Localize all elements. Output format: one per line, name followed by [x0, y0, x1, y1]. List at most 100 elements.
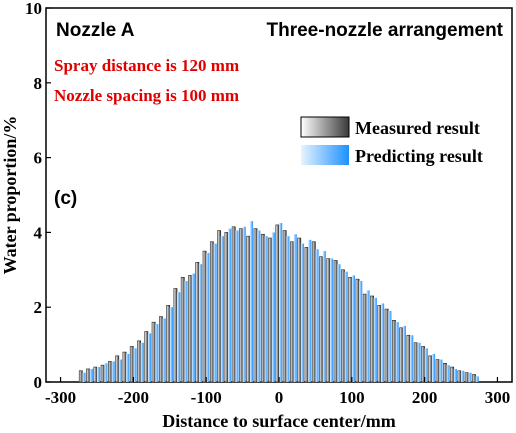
- bar-measured: [297, 237, 302, 383]
- bar-predicting: [308, 239, 312, 382]
- legend-label-measured: Measured result: [355, 118, 480, 138]
- bar-predicting: [198, 264, 203, 382]
- x-tick-label: 200: [412, 388, 438, 407]
- bar-measured: [428, 355, 433, 383]
- x-axis-label: Distance to surface center/mm: [162, 411, 395, 431]
- bar-measured: [413, 342, 418, 383]
- bar-measured: [282, 230, 287, 383]
- bar-predicting: [366, 290, 370, 382]
- bar-predicting: [395, 322, 399, 382]
- bar-measured: [144, 331, 149, 383]
- bar-predicting: [446, 365, 450, 382]
- bar-predicting: [89, 368, 93, 382]
- bar-predicting: [96, 367, 101, 382]
- bar-measured: [355, 278, 360, 383]
- panel-label: (c): [54, 188, 77, 209]
- bar-measured: [268, 237, 273, 383]
- bar-measured: [311, 241, 316, 383]
- bar-measured: [399, 327, 404, 383]
- bar-measured: [362, 293, 367, 383]
- bar-measured: [377, 305, 382, 383]
- bar-predicting: [118, 359, 123, 382]
- bar-measured: [457, 370, 462, 383]
- bar-measured: [180, 276, 185, 383]
- bar-measured: [384, 308, 389, 383]
- x-tick-label: -200: [118, 388, 149, 407]
- bar-predicting: [359, 281, 363, 382]
- bar-measured: [290, 241, 294, 383]
- bar-measured: [450, 366, 455, 383]
- bar-predicting: [249, 221, 254, 382]
- bar-measured: [108, 361, 112, 383]
- bar-predicting: [329, 258, 334, 382]
- bar-predicting: [162, 318, 166, 382]
- annotation-spray-distance: Spray distance is 120 mm: [54, 56, 239, 75]
- y-tick-label: 10: [25, 0, 42, 18]
- bar-measured: [86, 368, 90, 383]
- bar-predicting: [410, 335, 414, 382]
- bar-measured: [173, 288, 178, 383]
- bar-measured: [195, 262, 200, 383]
- bar-predicting: [242, 226, 246, 382]
- bars-layer: [78, 221, 479, 383]
- bar-measured: [341, 269, 345, 383]
- bar-measured: [188, 275, 192, 383]
- bar-predicting: [228, 228, 232, 382]
- bar-predicting: [235, 230, 239, 382]
- bar-measured: [151, 321, 156, 383]
- bar-predicting: [82, 372, 86, 382]
- bar-predicting: [155, 324, 159, 382]
- x-tick-label: 100: [339, 388, 365, 407]
- bar-predicting: [351, 275, 356, 382]
- bar-predicting: [402, 325, 406, 382]
- bar-measured: [421, 346, 425, 383]
- bar-predicting: [184, 281, 188, 382]
- x-tick-label: -300: [45, 388, 76, 407]
- bar-measured: [137, 340, 141, 383]
- bar-measured: [370, 295, 374, 383]
- bar-predicting: [104, 363, 108, 382]
- bar-measured: [231, 226, 236, 383]
- title-left: Nozzle A: [56, 20, 135, 41]
- bar-predicting: [453, 368, 457, 382]
- bar-predicting: [111, 361, 115, 382]
- bar-measured: [275, 224, 280, 383]
- bar-measured: [319, 256, 323, 383]
- bar-predicting: [300, 243, 305, 382]
- bar-predicting: [337, 264, 341, 382]
- bar-measured: [217, 230, 222, 383]
- bar-predicting: [169, 307, 173, 382]
- bar-measured: [472, 374, 476, 383]
- bar-predicting: [380, 303, 385, 382]
- bar-predicting: [264, 236, 268, 382]
- legend-swatch-measured: [300, 116, 350, 138]
- bar-predicting: [126, 353, 130, 382]
- legend-swatch-predicting: [301, 145, 349, 165]
- title-right: Three-nozzle arrangement: [267, 20, 504, 41]
- x-tick-label: 0: [275, 388, 284, 407]
- bar-predicting: [468, 372, 472, 382]
- bar-measured: [435, 359, 440, 383]
- bar-measured: [166, 305, 171, 383]
- y-tick-label: 4: [34, 223, 43, 242]
- bar-predicting: [475, 376, 479, 382]
- bar-predicting: [293, 234, 297, 382]
- y-tick-label: 8: [34, 74, 43, 93]
- bar-predicting: [417, 342, 421, 382]
- bar-predicting: [461, 370, 465, 382]
- bar-measured: [260, 233, 265, 383]
- bar-measured: [115, 355, 120, 383]
- bar-predicting: [424, 348, 428, 382]
- bar-measured: [464, 372, 469, 383]
- bar-measured: [122, 351, 127, 383]
- legend-label-predicting: Predicting result: [355, 146, 483, 166]
- bar-predicting: [133, 348, 137, 382]
- bar-measured: [129, 346, 134, 383]
- y-axis-label: Water proportion/%: [0, 116, 20, 275]
- bar-measured: [224, 232, 229, 383]
- bar-predicting: [257, 230, 261, 382]
- bar-predicting: [177, 292, 181, 382]
- bar-measured: [202, 250, 207, 383]
- bar-measured: [93, 366, 98, 383]
